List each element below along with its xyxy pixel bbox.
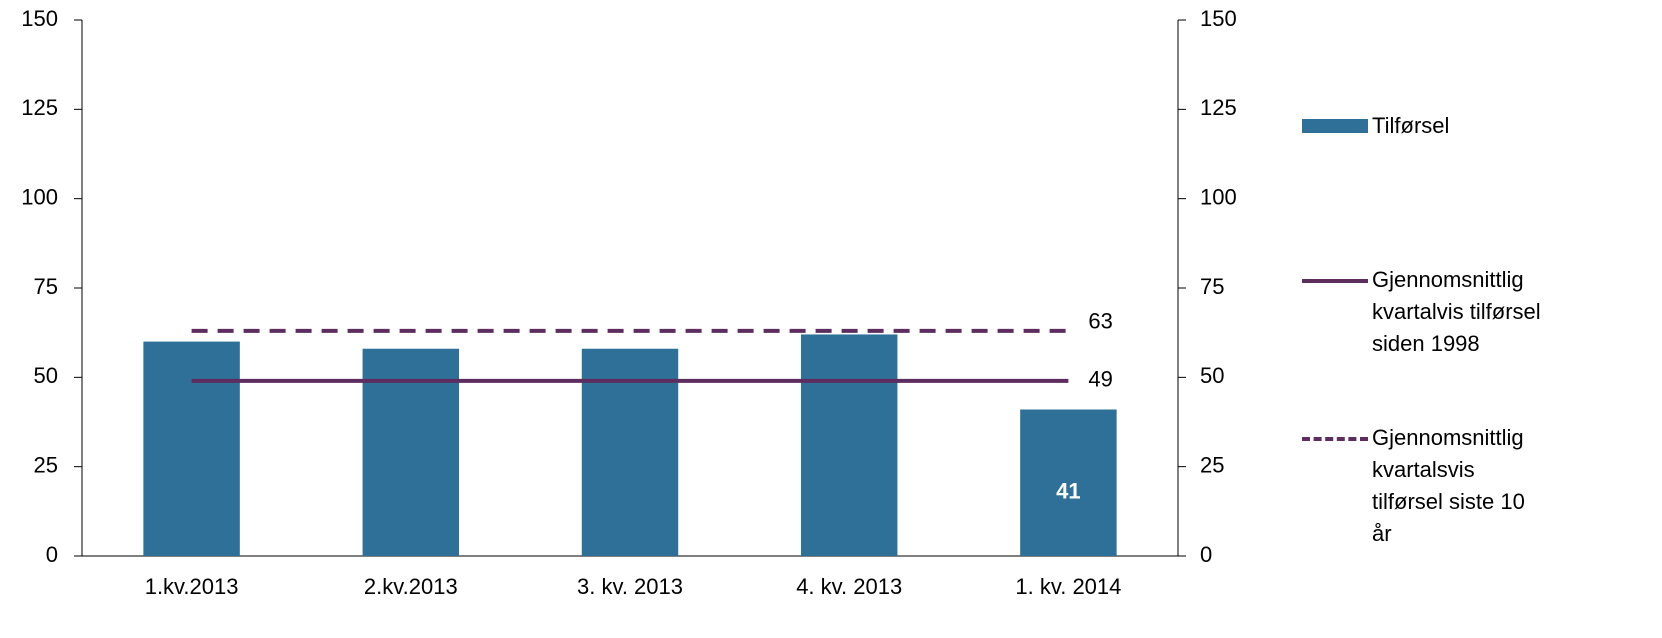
- y-tick-label: 150: [21, 6, 58, 31]
- y-tick-label: 50: [34, 363, 58, 388]
- x-tick-label: 3. kv. 2013: [577, 574, 683, 599]
- y2-tick-label: 0: [1200, 542, 1212, 567]
- bar: [143, 341, 240, 556]
- legend-swatch: [1302, 437, 1368, 441]
- y2-tick-label: 125: [1200, 95, 1237, 120]
- y2-tick-label: 50: [1200, 363, 1224, 388]
- bar: [362, 348, 460, 556]
- bar: [1020, 409, 1117, 556]
- y2-tick-label: 75: [1200, 274, 1224, 299]
- legend-item: Gjennomsnittlig kvartalvis tilførsel sid…: [1302, 264, 1547, 360]
- legend-item: Tilførsel: [1302, 110, 1547, 142]
- x-tick-label: 4. kv. 2013: [796, 574, 902, 599]
- bar: [800, 334, 898, 556]
- y-tick-label: 125: [21, 95, 58, 120]
- x-tick-label: 1.kv.2013: [145, 574, 239, 599]
- y2-tick-label: 100: [1200, 184, 1237, 209]
- legend-label: Gjennomsnittlig kvartalvis tilførsel sid…: [1372, 267, 1541, 356]
- legend-swatch: [1302, 119, 1368, 133]
- y-tick-label: 25: [34, 452, 58, 477]
- bar: [581, 348, 679, 556]
- data-label: 49: [1088, 367, 1112, 392]
- y2-tick-label: 150: [1200, 6, 1237, 31]
- legend-swatch: [1302, 279, 1368, 283]
- data-label: 41: [1056, 479, 1080, 504]
- legend-item: Gjennomsnittlig kvartalsvis tilførsel si…: [1302, 422, 1547, 550]
- x-tick-label: 2.kv.2013: [364, 574, 458, 599]
- data-label: 63: [1088, 309, 1112, 334]
- y-tick-label: 100: [21, 184, 58, 209]
- y2-tick-label: 25: [1200, 452, 1224, 477]
- y-tick-label: 75: [34, 274, 58, 299]
- legend-label: Tilførsel: [1372, 113, 1450, 138]
- legend-label: Gjennomsnittlig kvartalsvis tilførsel si…: [1372, 425, 1525, 546]
- y-tick-label: 0: [46, 542, 58, 567]
- x-tick-label: 1. kv. 2014: [1015, 574, 1121, 599]
